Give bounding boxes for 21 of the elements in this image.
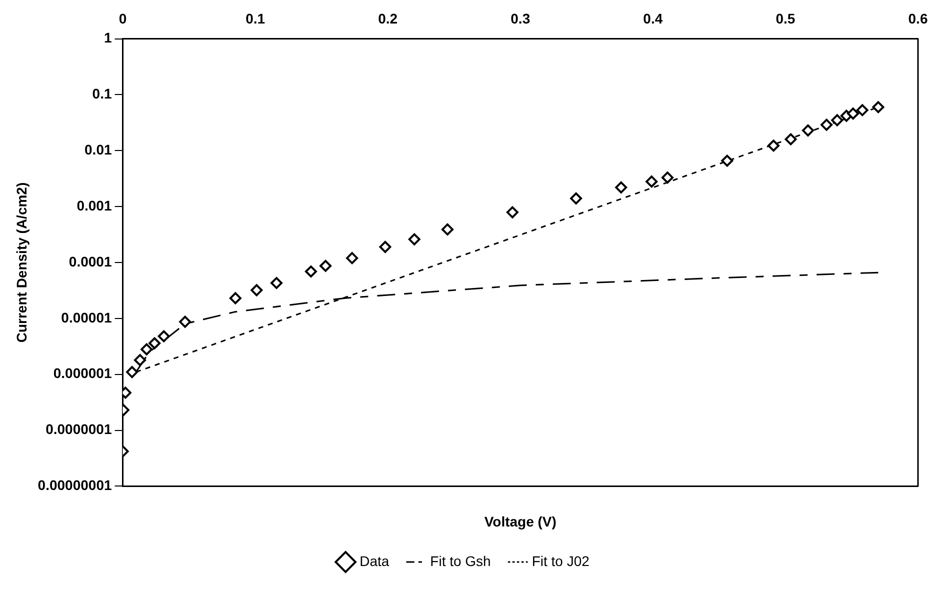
x-tick-label: 0.2 — [378, 10, 398, 26]
y-tick-label: 0.01 — [84, 142, 112, 158]
x-tick-label: 0.1 — [246, 10, 266, 26]
y-axis-title: Current Density (A/cm2) — [13, 182, 30, 343]
legend-label: Data — [360, 552, 390, 569]
y-tick-label: 0.001 — [76, 197, 112, 214]
y-tick-label: 0.00001 — [61, 309, 112, 326]
x-tick-label: 0.4 — [643, 10, 663, 26]
y-tick-label: 0.000001 — [53, 365, 112, 382]
x-tick-label: 0.3 — [510, 10, 530, 26]
x-tick-label: 0.5 — [776, 10, 796, 26]
y-tick-label: 1 — [104, 30, 112, 46]
y-tick-label: 0.00000001 — [38, 477, 112, 494]
y-tick-label: 0.1 — [92, 86, 112, 102]
legend-label: Fit to Gsh — [430, 552, 491, 569]
x-tick-label: 0.6 — [908, 10, 928, 26]
x-axis-title: Voltage (V) — [484, 513, 556, 530]
legend-label: Fit to J02 — [532, 552, 590, 569]
x-tick-label: 0 — [118, 10, 127, 26]
y-tick-label: 0.0000001 — [46, 421, 112, 438]
y-tick-label: 0.0001 — [68, 253, 112, 270]
